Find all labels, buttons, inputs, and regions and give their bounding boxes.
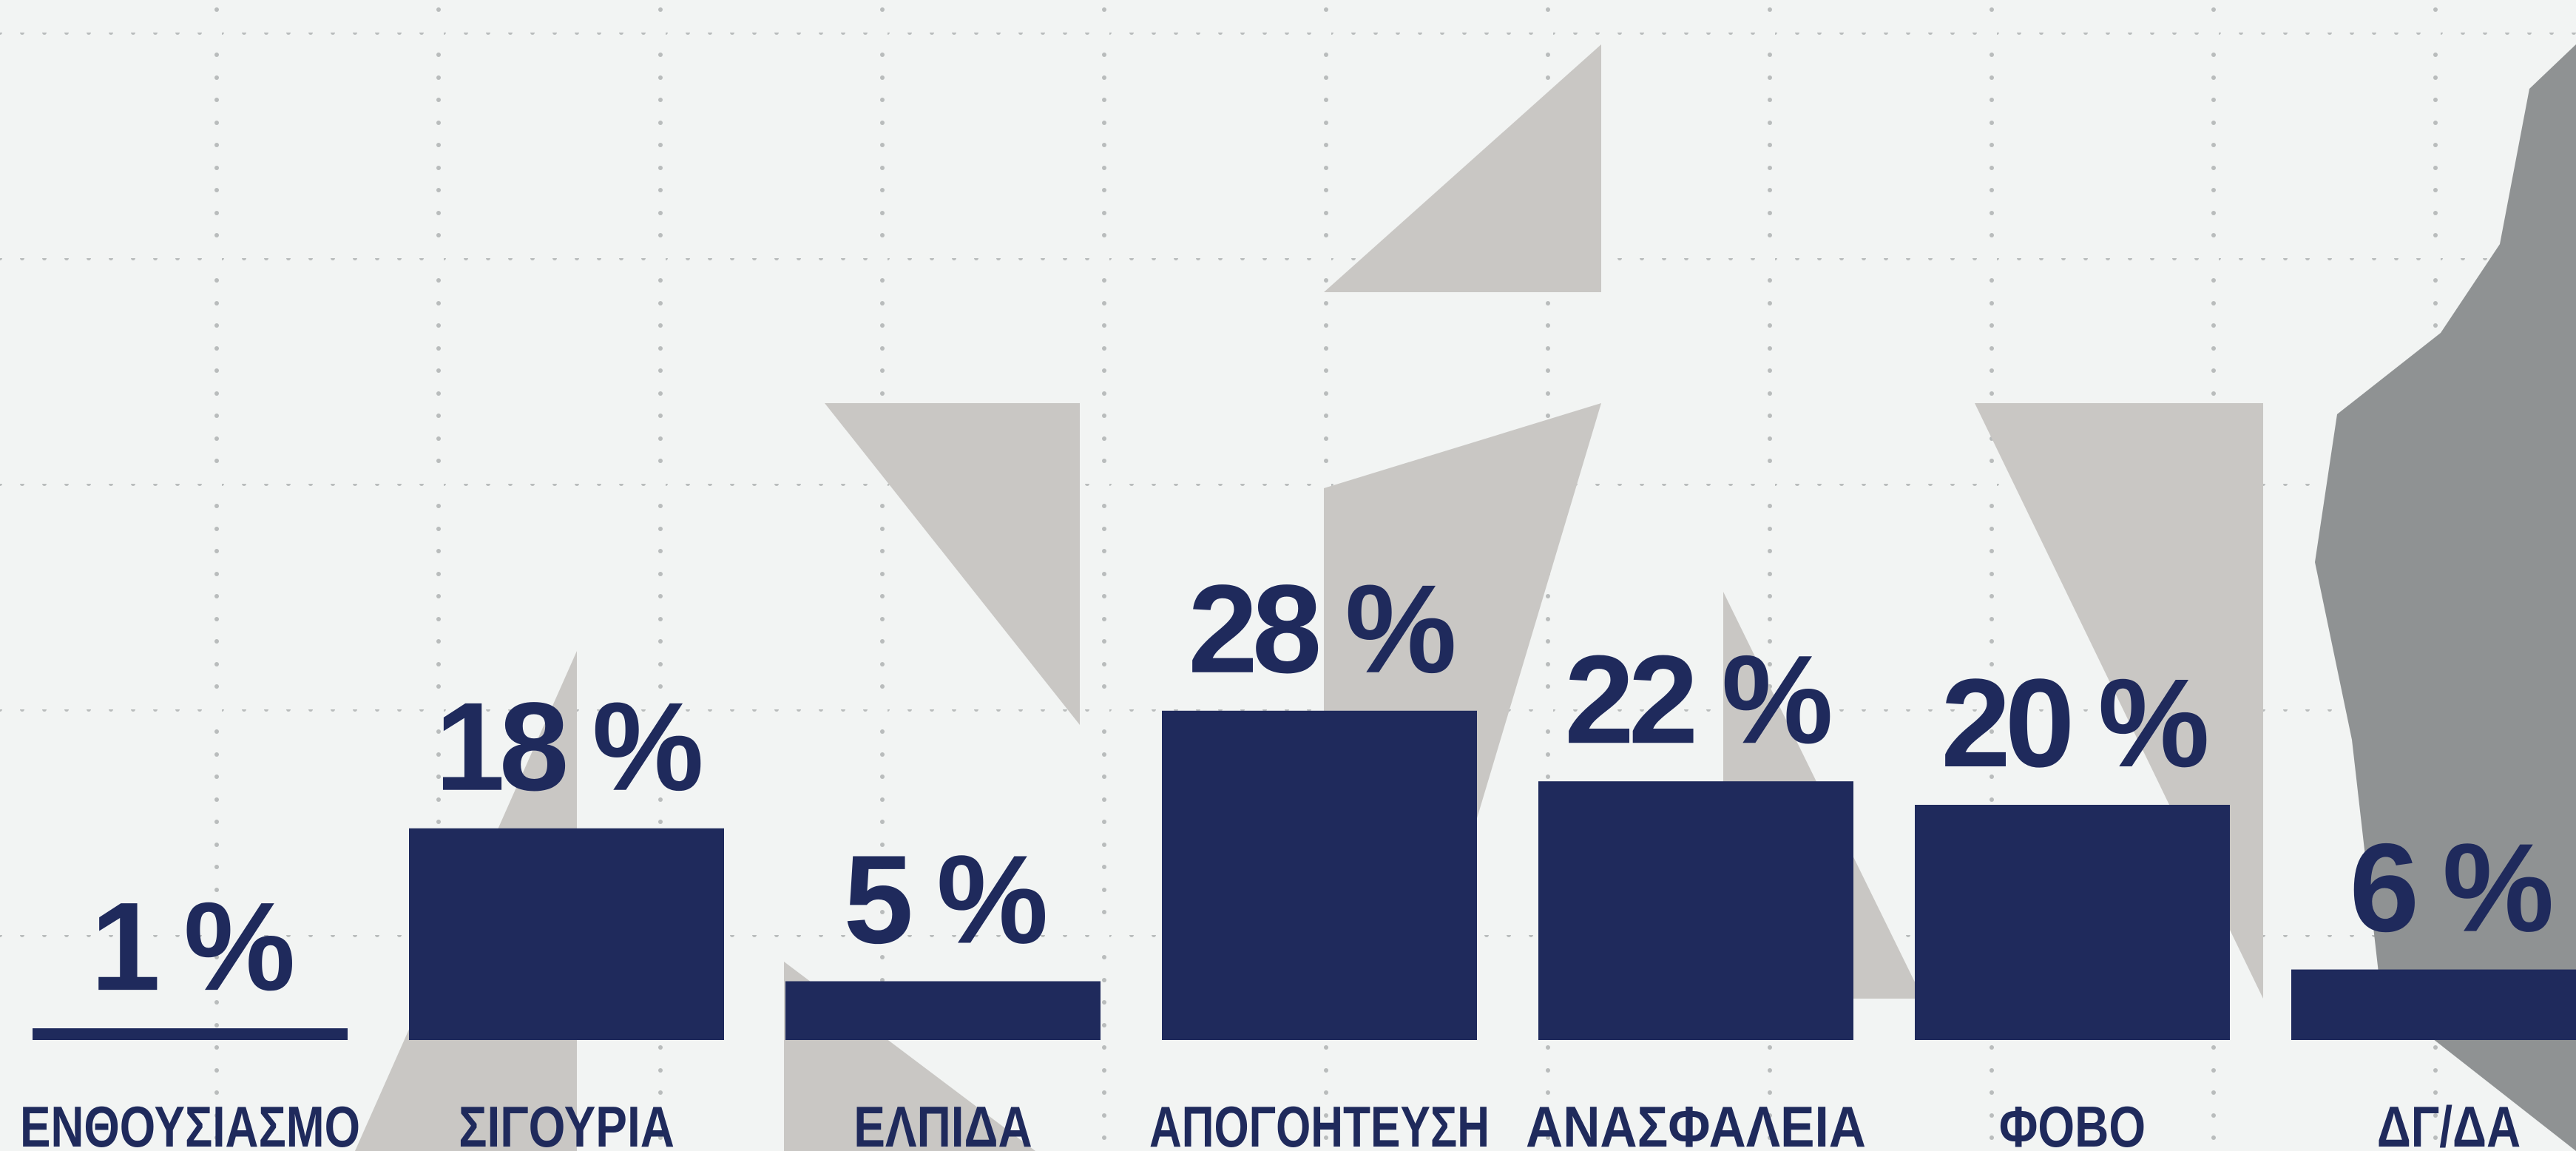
category-label: ΕΛΠΙΔΑ: [853, 1094, 1032, 1151]
bar: [2291, 969, 2576, 1040]
category-label: ΔΓ/ΔΑ: [2377, 1094, 2521, 1151]
value-label: 20 %: [1941, 653, 2206, 794]
bar: [1915, 805, 2230, 1040]
bar: [785, 981, 1101, 1040]
value-label: 5 %: [844, 830, 1046, 971]
value-label: 28 %: [1188, 559, 1453, 700]
value-label: 1 %: [91, 877, 293, 1017]
category-label: ΦΟΒΟ: [1999, 1094, 2146, 1151]
category-label: ΑΝΑΣΦΑΛΕΙΑ: [1526, 1094, 1866, 1151]
value-label: 18 %: [435, 677, 700, 817]
value-label: 22 %: [1564, 629, 1830, 770]
category-label: ΑΠΟΓΟΗΤΕΥΣΗ: [1149, 1094, 1490, 1151]
bar: [409, 828, 724, 1040]
category-label: ΣΙΓΟΥΡΙΑ: [459, 1094, 675, 1151]
bar: [33, 1028, 348, 1040]
person-silhouette: [2315, 44, 2576, 1151]
bar: [1162, 710, 1477, 1040]
bar: [1538, 781, 1853, 1040]
value-label: 6 %: [2350, 818, 2552, 959]
category-label: ΕΝΘΟΥΣΙΑΣΜΟ: [20, 1094, 360, 1151]
